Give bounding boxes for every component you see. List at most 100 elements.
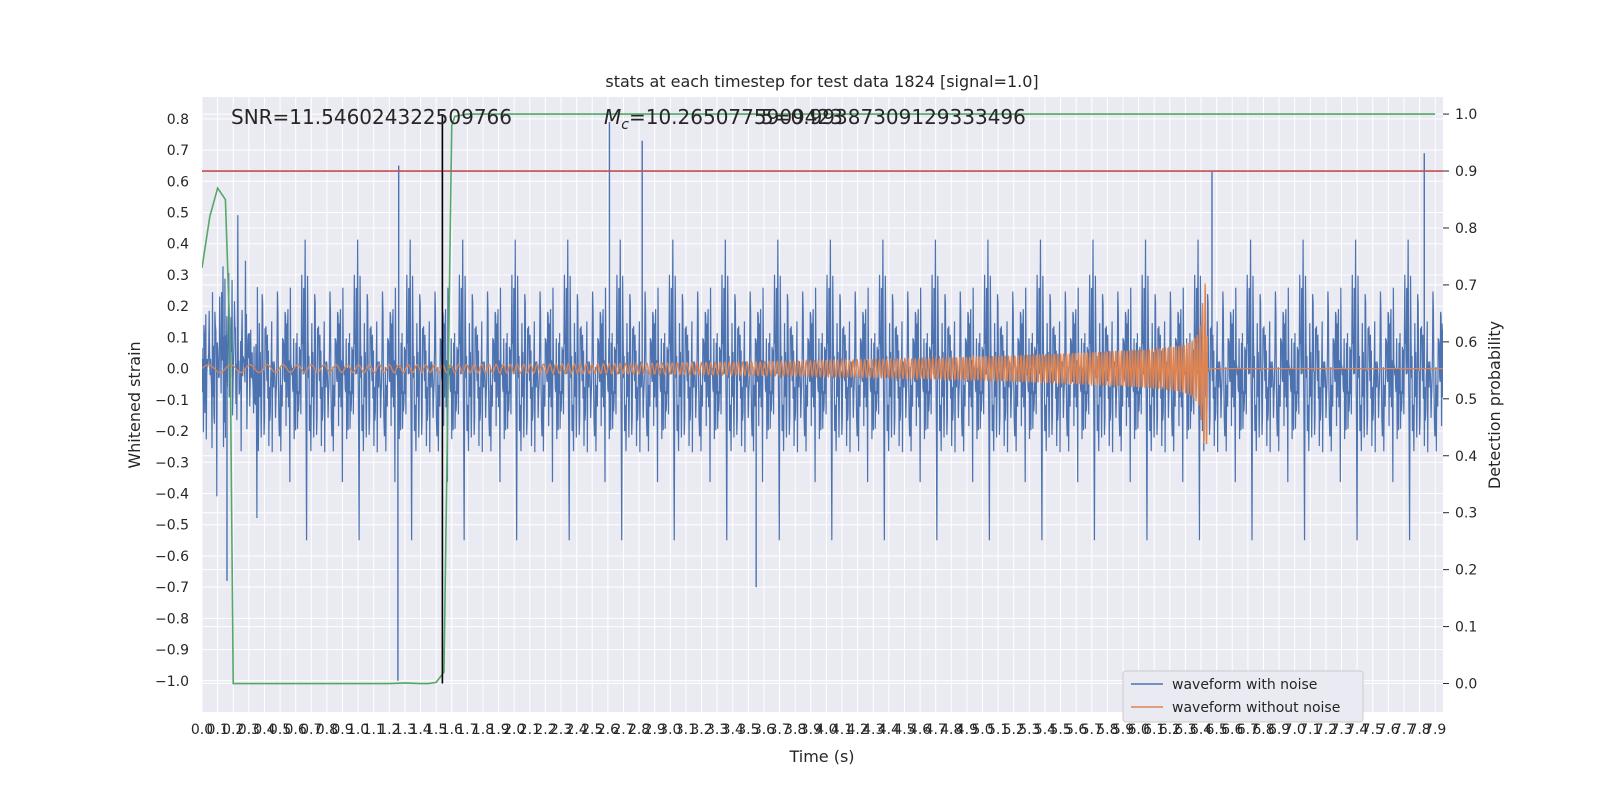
x-tick-label: 1.5 <box>425 722 447 738</box>
x-tick-label: 6.7 <box>1237 722 1259 738</box>
series-waveform-with-noise <box>202 215 1443 541</box>
y-tick-label: −0.6 <box>155 549 189 565</box>
x-tick-label: 5.5 <box>1049 722 1071 738</box>
x-tick-label: 6.4 <box>1190 722 1212 738</box>
y2-tick-label: 0.6 <box>1455 335 1477 351</box>
x-tick-label: 1.3 <box>394 722 416 738</box>
x-tick-label: 0.3 <box>238 722 260 738</box>
y-tick-label: −0.3 <box>155 455 189 471</box>
x-tick-label: 1.1 <box>363 722 385 738</box>
y-tick-label: 0.1 <box>167 330 189 346</box>
x-tick-label: 0.4 <box>253 722 275 738</box>
chart-title: stats at each timestep for test data 182… <box>605 72 1038 91</box>
x-tick-label: 1.9 <box>487 722 509 738</box>
x-tick-label: 6.5 <box>1206 722 1228 738</box>
x-tick-label: 4.3 <box>862 722 884 738</box>
x-tick-label: 5.7 <box>1081 722 1103 738</box>
x-tick-label: 3.3 <box>706 722 728 738</box>
x-tick-label: 7.7 <box>1393 722 1415 738</box>
x-tick-label: 1.4 <box>409 722 431 738</box>
x-tick-label: 0.2 <box>222 722 244 738</box>
y2-tick-label: 1.0 <box>1455 107 1477 123</box>
x-tick-label: 2.0 <box>503 722 525 738</box>
x-tick-label: 0.5 <box>269 722 291 738</box>
y-tick-label: 0.2 <box>167 299 189 315</box>
y-tick-label: −0.4 <box>155 486 189 502</box>
chirp-mass-subscript: c <box>621 117 629 133</box>
y2-tick-label: 0.3 <box>1455 506 1477 522</box>
x-tick-label: 1.8 <box>472 722 494 738</box>
series-detection-probability <box>202 113 1436 685</box>
x-tick-label: 4.9 <box>956 722 978 738</box>
y-tick-label: −1.0 <box>155 674 189 690</box>
x-tick-label: 6.8 <box>1252 722 1274 738</box>
legend: waveform with noise waveform without noi… <box>1122 670 1364 723</box>
x-tick-label: 2.2 <box>534 722 556 738</box>
x-tick-label: 4.6 <box>909 722 931 738</box>
y-tick-labels: 0.8 0.7 0.6 0.5 0.4 0.3 0.2 0.1 0.0 −0.1 −0.2 −0.3 −… <box>155 112 189 690</box>
x-tick-label: 6.1 <box>1143 722 1165 738</box>
x-tick-label: 5.8 <box>1096 722 1118 738</box>
x-tick-label: 5.6 <box>1065 722 1087 738</box>
x-tick-label: 4.5 <box>893 722 915 738</box>
x-tick-label: 0.8 <box>316 722 338 738</box>
x-tick-label: 6.0 <box>1127 722 1149 738</box>
y-tick-label: −0.5 <box>155 518 189 534</box>
x-tick-label: 2.8 <box>628 722 650 738</box>
overlap-annotation: 5=0.99387309129333496 <box>761 105 1026 129</box>
x-axis-label: Time (s) <box>788 747 854 766</box>
y-tick-label: −0.1 <box>155 393 189 409</box>
x-tick-label: 1.0 <box>347 722 369 738</box>
y2-tick-labels: 1.0 0.9 0.8 0.7 0.6 0.5 0.4 0.3 0.2 0.1 0.0 <box>1443 107 1477 693</box>
x-tick-label: 2.6 <box>597 722 619 738</box>
x-tick-label: 4.0 <box>815 722 837 738</box>
y2-tick-label: 0.2 <box>1455 563 1477 579</box>
y-tick-label: −0.8 <box>155 611 189 627</box>
legend-label-noise: waveform with noise <box>1172 677 1317 693</box>
x-tick-label: 7.6 <box>1377 722 1399 738</box>
series-layer <box>202 113 1443 685</box>
x-tick-label: 7.5 <box>1362 722 1384 738</box>
x-tick-label: 3.5 <box>737 722 759 738</box>
x-tick-label: 1.6 <box>441 722 463 738</box>
y2-tick-label: 0.4 <box>1455 449 1477 465</box>
legend-label-clean: waveform without noise <box>1172 700 1340 716</box>
y-tick-label: 0.7 <box>167 143 189 159</box>
x-tick-label: 5.0 <box>971 722 993 738</box>
x-tick-label: 4.4 <box>878 722 900 738</box>
x-tick-label: 4.7 <box>925 722 947 738</box>
x-tick-label: 5.4 <box>1034 722 1056 738</box>
y2-tick-label: 0.0 <box>1455 677 1477 693</box>
y2-tick-label: 0.7 <box>1455 278 1477 294</box>
chirp-mass-symbol: M <box>604 105 621 129</box>
y-tick-label: 0.3 <box>167 268 189 284</box>
x-tick-label: 1.2 <box>378 722 400 738</box>
y-tick-label: 0.4 <box>167 237 189 253</box>
y2-tick-label: 0.5 <box>1455 392 1477 408</box>
x-tick-label: 7.0 <box>1284 722 1306 738</box>
x-tick-label: 2.5 <box>581 722 603 738</box>
series-waveform-without-noise <box>202 283 1443 445</box>
x-tick-label: 3.4 <box>722 722 744 738</box>
x-tick-label: 6.6 <box>1221 722 1243 738</box>
y2-tick-label: 0.9 <box>1455 164 1477 180</box>
x-tick-labels: 0.00.10.20.30.40.50.60.70.80.91.01.11.21… <box>191 722 1446 738</box>
x-tick-label: 4.1 <box>831 722 853 738</box>
x-tick-label: 7.9 <box>1424 722 1446 738</box>
x-tick-label: 2.9 <box>644 722 666 738</box>
x-tick-label: 0.6 <box>285 722 307 738</box>
x-tick-label: 0.1 <box>206 722 228 738</box>
x-tick-label: 2.4 <box>566 722 588 738</box>
x-tick-label: 1.7 <box>456 722 478 738</box>
x-tick-label: 3.1 <box>675 722 697 738</box>
x-tick-label: 3.7 <box>768 722 790 738</box>
y-tick-label: −0.9 <box>155 643 189 659</box>
y-tick-label: 0.5 <box>167 206 189 222</box>
y-tick-label: 0.0 <box>167 362 189 378</box>
y2-axis-label: Detection probability <box>1485 321 1504 489</box>
x-tick-label: 0.0 <box>191 722 213 738</box>
y-tick-label: −0.2 <box>155 424 189 440</box>
x-tick-label: 3.8 <box>784 722 806 738</box>
x-tick-label: 6.9 <box>1268 722 1290 738</box>
